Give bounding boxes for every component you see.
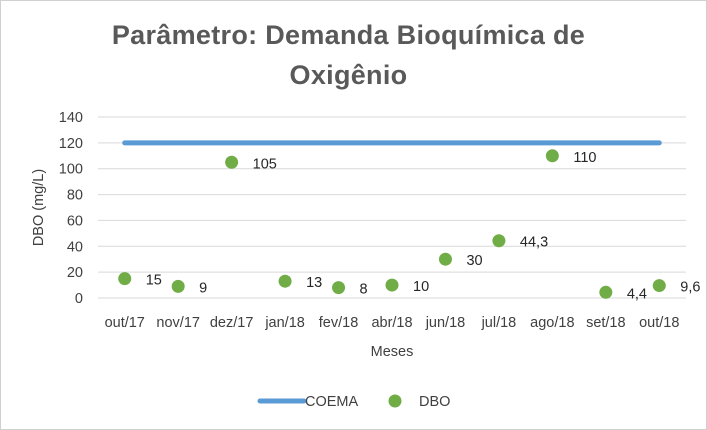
chart-title-line2: Oxigênio	[289, 60, 408, 90]
x-tick-label: jun/18	[425, 315, 466, 331]
data-label: 4,4	[627, 286, 647, 302]
y-tick-label: 40	[67, 239, 83, 255]
y-tick-label: 140	[59, 110, 83, 126]
data-label: 30	[466, 253, 482, 269]
x-tick-label: set/18	[586, 315, 626, 331]
x-tick-label: jul/18	[481, 315, 517, 331]
x-tick-label: nov/17	[156, 315, 200, 331]
y-axis-label: DBO (mg/L)	[31, 169, 47, 246]
chart-title-line1: Parâmetro: Demanda Bioquímica de	[111, 20, 586, 50]
data-label: 15	[146, 273, 162, 289]
y-axis-ticks: 0 20 40 60 80 100 120 140	[59, 110, 83, 307]
x-axis-label: Meses	[371, 344, 414, 360]
data-point	[225, 155, 239, 169]
data-labels: 15 9 105 13 8 10 30 44,3 110 4,4 9,6	[146, 150, 701, 303]
data-point	[652, 279, 666, 293]
legend-label: DBO	[419, 394, 450, 410]
x-axis-ticks: out/17 nov/17 dez/17 jan/18 fev/18 abr/18 jun/…	[105, 315, 680, 331]
x-tick-label: dez/17	[210, 315, 254, 331]
data-label: 110	[573, 150, 596, 166]
data-point	[545, 149, 559, 163]
legend-swatch-dbo	[388, 394, 402, 408]
data-label: 44,3	[520, 235, 548, 251]
legend-label: COEMA	[305, 394, 359, 410]
data-label: 10	[413, 279, 429, 295]
data-label: 105	[253, 156, 277, 172]
legend: COEMA DBO	[257, 394, 450, 410]
y-tick-label: 20	[67, 265, 83, 281]
y-tick-label: 0	[75, 291, 83, 307]
data-label: 9	[199, 280, 207, 296]
x-tick-label: abr/18	[371, 315, 412, 331]
data-point	[332, 281, 346, 295]
x-tick-label: jan/18	[264, 315, 305, 331]
data-point	[171, 279, 185, 293]
y-tick-label: 120	[59, 136, 83, 152]
series-points	[118, 149, 666, 299]
data-label: 8	[360, 282, 368, 298]
data-point	[278, 274, 292, 288]
data-label: 9,6	[680, 280, 700, 296]
data-point	[599, 285, 613, 299]
data-point	[492, 234, 506, 248]
data-label: 13	[306, 275, 322, 291]
data-point	[438, 252, 452, 266]
x-tick-label: out/18	[639, 315, 679, 331]
x-tick-label: ago/18	[530, 315, 574, 331]
data-point	[118, 272, 132, 286]
y-tick-label: 100	[59, 162, 83, 178]
x-tick-label: fev/18	[319, 315, 359, 331]
y-tick-label: 60	[67, 213, 83, 229]
y-tick-label: 80	[67, 188, 83, 204]
data-point	[385, 278, 399, 292]
x-tick-label: out/17	[105, 315, 145, 331]
